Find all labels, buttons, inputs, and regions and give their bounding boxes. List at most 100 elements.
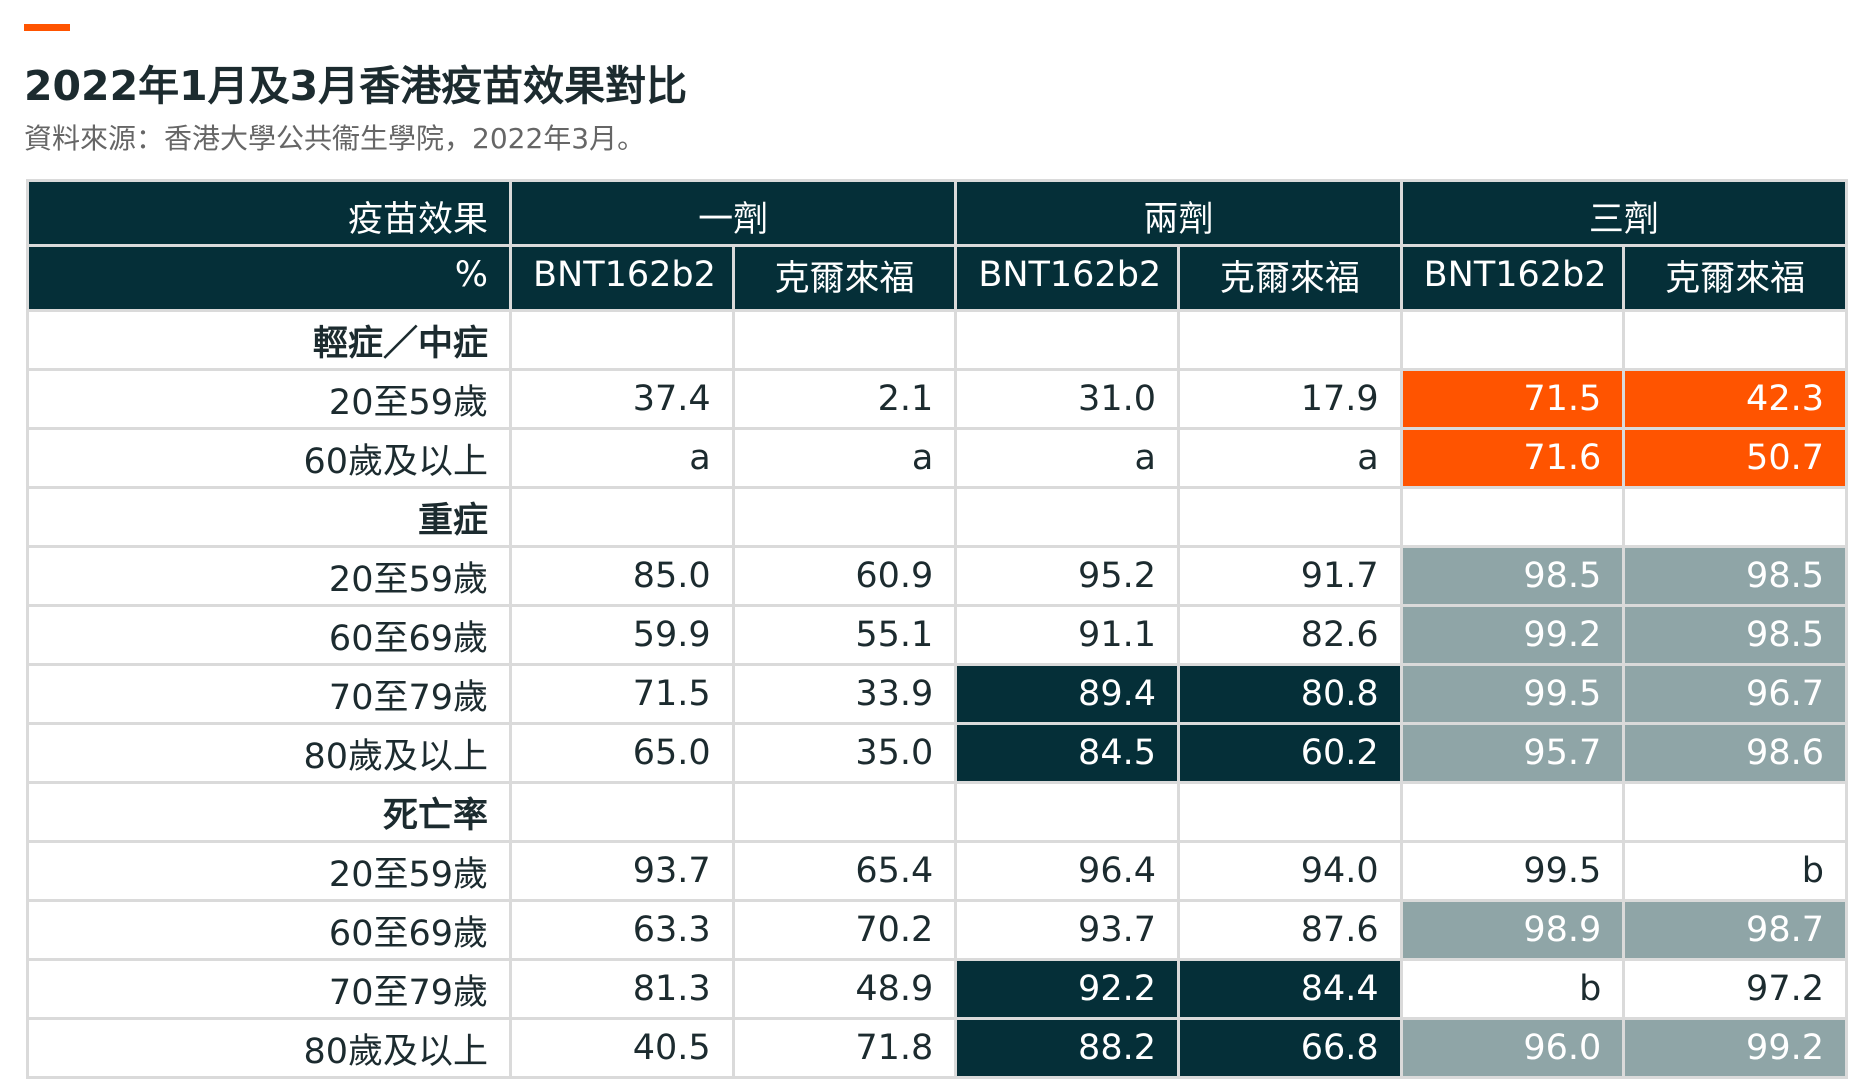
value-cell <box>1176 486 1403 548</box>
value-cell: 71.5 <box>1399 368 1626 430</box>
value-cell: 85.0 <box>509 545 735 607</box>
table-body: 輕症／中症 20至59歲 37.4 2.1 31.0 17.9 71.5 42.3 60歲及以上… <box>26 309 1848 1079</box>
value-cell: 2.1 <box>731 368 958 430</box>
value-cell <box>1399 781 1626 843</box>
table-row: 20至59歲 37.4 2.1 31.0 17.9 71.5 42.3 <box>26 368 1848 430</box>
age-group-label: 20至59歲 <box>26 840 512 902</box>
value-cell <box>1622 486 1848 548</box>
vaccine-header: BNT162b2 <box>1399 244 1626 312</box>
value-cell: 97.2 <box>1622 958 1848 1020</box>
value-cell: a <box>1176 427 1403 489</box>
value-cell: 80.8 <box>1176 663 1403 725</box>
vaccine-header: BNT162b2 <box>509 244 735 312</box>
value-cell: a <box>509 427 735 489</box>
value-cell <box>954 486 1180 548</box>
value-cell: 60.2 <box>1176 722 1403 784</box>
value-cell <box>1622 781 1848 843</box>
value-cell <box>731 486 958 548</box>
value-cell <box>954 309 1180 371</box>
value-cell <box>509 486 735 548</box>
table-row: 70至79歲 81.3 48.9 92.2 84.4 b 97.2 <box>26 958 1848 1020</box>
age-group-label: 20至59歲 <box>26 545 512 607</box>
section-row: 重症 <box>26 486 1848 548</box>
group-header: 兩劑 <box>954 179 1403 247</box>
value-cell: a <box>731 427 958 489</box>
value-cell: 71.6 <box>1399 427 1626 489</box>
value-cell: 87.6 <box>1176 899 1403 961</box>
value-cell <box>731 309 958 371</box>
table-row: 70至79歲 71.5 33.9 89.4 80.8 99.5 96.7 <box>26 663 1848 725</box>
table-row: 60歲及以上 a a a a 71.6 50.7 <box>26 427 1848 489</box>
value-cell: 48.9 <box>731 958 958 1020</box>
value-cell: 99.2 <box>1622 1017 1848 1079</box>
value-cell: 99.5 <box>1399 840 1626 902</box>
value-cell: 93.7 <box>954 899 1180 961</box>
value-cell <box>1622 309 1848 371</box>
header-row-vaccines: % BNT162b2 克爾來福 BNT162b2 克爾來福 BNT162b2 克… <box>26 244 1848 312</box>
value-cell: 98.5 <box>1399 545 1626 607</box>
value-cell: 71.5 <box>509 663 735 725</box>
age-group-label: 20至59歲 <box>26 368 512 430</box>
group-header: 三劑 <box>1399 179 1848 247</box>
value-cell: 50.7 <box>1622 427 1848 489</box>
value-cell: 60.9 <box>731 545 958 607</box>
value-cell: 59.9 <box>509 604 735 666</box>
value-cell: 95.7 <box>1399 722 1626 784</box>
section-label: 重症 <box>26 486 512 548</box>
value-cell: 84.4 <box>1176 958 1403 1020</box>
vaccine-header: 克爾來福 <box>1176 244 1403 312</box>
section-row: 輕症／中症 <box>26 309 1848 371</box>
header-row-groups: 疫苗效果 一劑 兩劑 三劑 <box>26 179 1848 247</box>
value-cell: 98.7 <box>1622 899 1848 961</box>
vaccine-effectiveness-table: 疫苗效果 一劑 兩劑 三劑 % BNT162b2 克爾來福 BNT162b2 克… <box>26 179 1848 1079</box>
value-cell: 98.5 <box>1622 604 1848 666</box>
value-cell: 71.8 <box>731 1017 958 1079</box>
value-cell: 98.6 <box>1622 722 1848 784</box>
table-row: 20至59歲 93.7 65.4 96.4 94.0 99.5 b <box>26 840 1848 902</box>
table-row: 80歲及以上 65.0 35.0 84.5 60.2 95.7 98.6 <box>26 722 1848 784</box>
value-cell: 31.0 <box>954 368 1180 430</box>
chart-title: 2022年1月及3月香港疫苗效果對比 <box>24 62 688 110</box>
value-cell <box>1176 781 1403 843</box>
value-cell: 17.9 <box>1176 368 1403 430</box>
value-cell: 65.0 <box>509 722 735 784</box>
value-cell: 93.7 <box>509 840 735 902</box>
age-group-label: 70至79歲 <box>26 663 512 725</box>
table-row: 60至69歲 63.3 70.2 93.7 87.6 98.9 98.7 <box>26 899 1848 961</box>
value-cell: 94.0 <box>1176 840 1403 902</box>
vaccine-header: 克爾來福 <box>1622 244 1848 312</box>
vaccine-header: 克爾來福 <box>731 244 958 312</box>
table-row: 60至69歲 59.9 55.1 91.1 82.6 99.2 98.5 <box>26 604 1848 666</box>
section-row: 死亡率 <box>26 781 1848 843</box>
value-cell <box>509 781 735 843</box>
corner-title: 疫苗效果 <box>26 179 512 247</box>
value-cell <box>1176 309 1403 371</box>
value-cell: 65.4 <box>731 840 958 902</box>
value-cell: 42.3 <box>1622 368 1848 430</box>
value-cell <box>509 309 735 371</box>
value-cell: 92.2 <box>954 958 1180 1020</box>
value-cell: 84.5 <box>954 722 1180 784</box>
value-cell <box>731 781 958 843</box>
value-cell: 99.2 <box>1399 604 1626 666</box>
value-cell: 63.3 <box>509 899 735 961</box>
chart-source: 資料來源：香港大學公共衞生學院，2022年3月。 <box>24 122 646 155</box>
table-row: 80歲及以上 40.5 71.8 88.2 66.8 96.0 99.2 <box>26 1017 1848 1079</box>
value-cell: 81.3 <box>509 958 735 1020</box>
age-group-label: 80歲及以上 <box>26 1017 512 1079</box>
accent-bar <box>24 24 70 31</box>
value-cell: 37.4 <box>509 368 735 430</box>
value-cell: 95.2 <box>954 545 1180 607</box>
value-cell: 91.1 <box>954 604 1180 666</box>
value-cell <box>1399 309 1626 371</box>
value-cell: 33.9 <box>731 663 958 725</box>
age-group-label: 80歲及以上 <box>26 722 512 784</box>
value-cell: 66.8 <box>1176 1017 1403 1079</box>
value-cell: 98.9 <box>1399 899 1626 961</box>
value-cell: 88.2 <box>954 1017 1180 1079</box>
vaccine-header: BNT162b2 <box>954 244 1180 312</box>
value-cell: 40.5 <box>509 1017 735 1079</box>
value-cell: 96.7 <box>1622 663 1848 725</box>
value-cell: 98.5 <box>1622 545 1848 607</box>
value-cell <box>1399 486 1626 548</box>
